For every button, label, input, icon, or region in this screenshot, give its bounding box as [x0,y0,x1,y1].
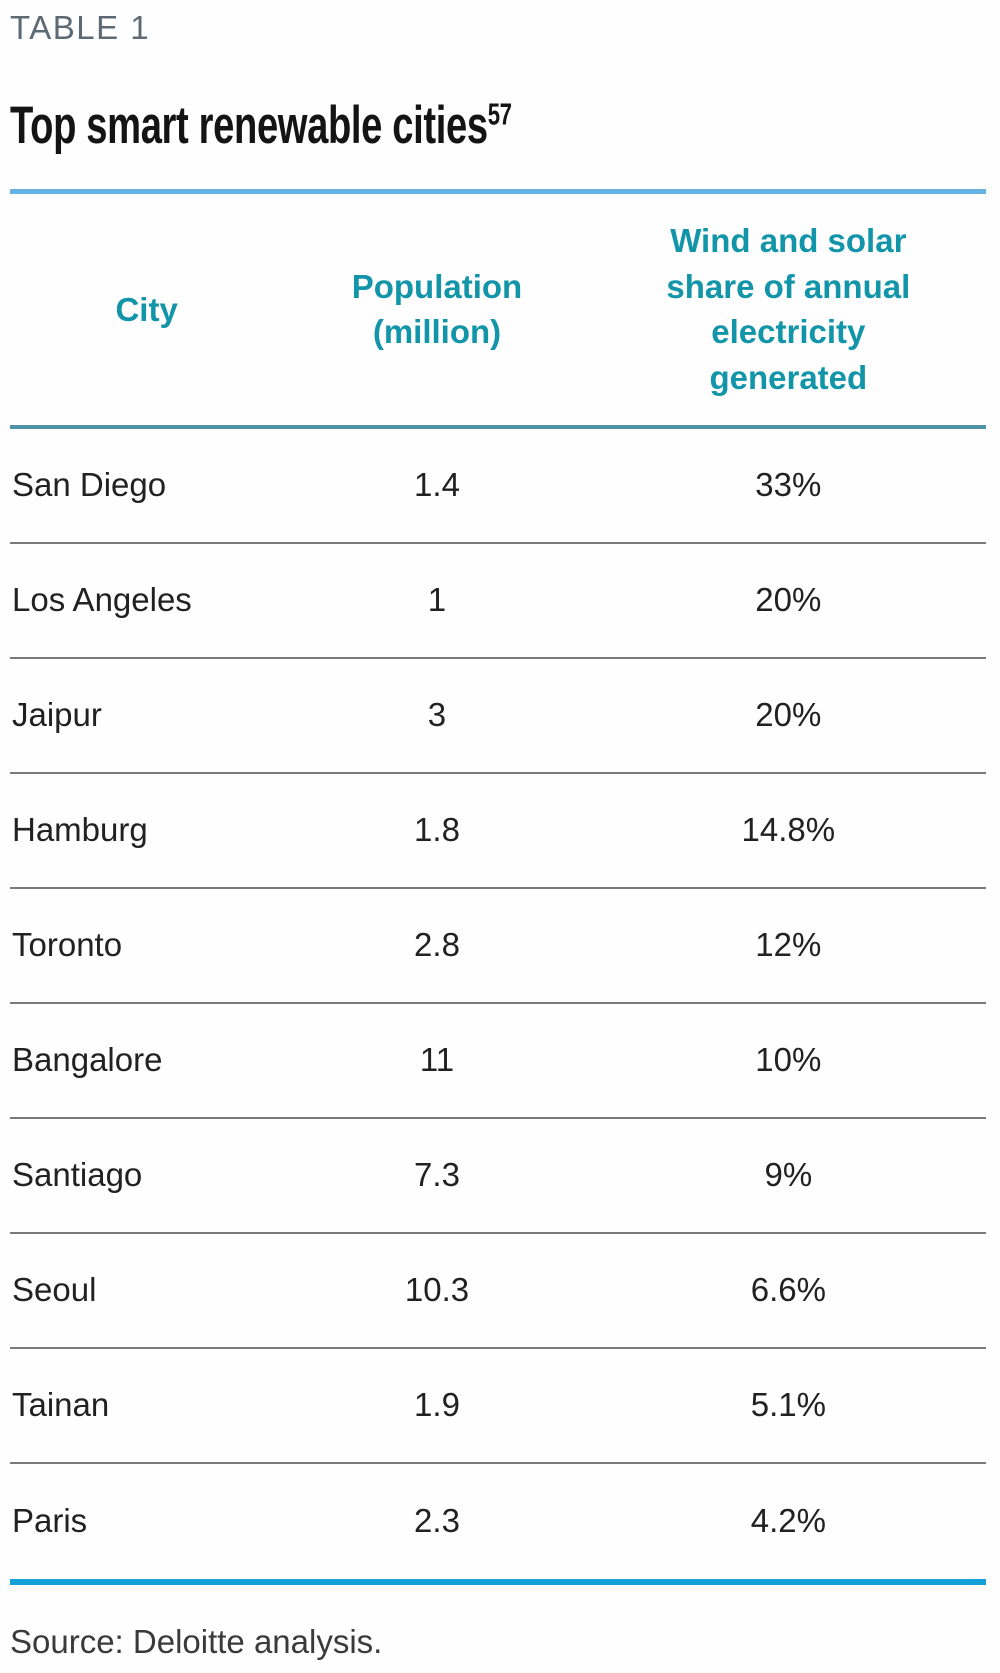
cell-share: 4.2% [750,1502,826,1540]
table-row: Tainan 1.9 5.1% [10,1349,986,1464]
cell-population: 1 [427,581,447,619]
cell-city: Hamburg [12,811,148,849]
cell-share: 12% [755,926,822,964]
cell-population: 1.8 [414,811,460,849]
table-title-text: Top smart renewable cities [10,96,488,156]
cell-city: Tainan [12,1386,110,1424]
cell-share: 14.8% [741,811,836,849]
cell-population: 1.9 [414,1386,460,1424]
table-row: Hamburg 1.8 14.8% [10,774,986,889]
header-rule [10,424,986,429]
table-row: Jaipur 3 20% [10,659,986,774]
cell-population: 10.3 [404,1271,470,1309]
table-row: Santiago 7.3 9% [10,1119,986,1234]
source-note: Source: Deloitte analysis. [10,1622,383,1660]
column-header-population: Population (million) [351,267,523,351]
cell-city: San Diego [12,466,167,504]
table-row: Los Angeles 1 20% [10,544,986,659]
top-rule [10,188,986,194]
table-row: Bangalore 11 10% [10,1004,986,1119]
cell-city: Santiago [12,1156,143,1194]
table-row: Paris 2.3 4.2% [10,1464,986,1579]
table-row: San Diego 1.4 33% [10,429,986,544]
table-row: Seoul 10.3 6.6% [10,1234,986,1349]
cell-city: Seoul [12,1271,97,1309]
cell-city: Jaipur [12,696,102,734]
cell-population: 2.8 [414,926,460,964]
cell-share: 5.1% [750,1386,826,1424]
cell-share: 6.6% [750,1271,826,1309]
cell-population: 11 [419,1041,455,1079]
cell-city: Los Angeles [12,581,192,619]
cell-share: 20% [755,581,822,619]
cell-city: Bangalore [12,1041,163,1079]
table-label: TABLE 1 [10,9,151,46]
cell-city: Toronto [12,926,123,964]
bottom-rule [10,1578,986,1585]
column-header-city: City [115,290,178,328]
cell-share: 33% [755,466,822,504]
table-title-footnote-marker: 57 [487,96,512,132]
cell-population: 1.4 [414,466,460,504]
column-header-wind-solar-share: Wind and solar share of annual electrici… [666,222,911,396]
cell-population: 2.3 [414,1502,460,1540]
cell-population: 7.3 [414,1156,460,1194]
cell-share: 9% [764,1156,813,1194]
cell-share: 20% [755,696,822,734]
cell-share: 10% [755,1041,822,1079]
table-body: San Diego 1.4 33% Los Angeles 1 20% Jaip… [10,429,986,1579]
table-title: Top smart renewable cities57 [10,94,986,159]
cell-population: 3 [427,696,447,734]
table-header-row: City Population (million) Wind and solar… [10,194,986,425]
cell-city: Paris [12,1502,88,1540]
table-row: Toronto 2.8 12% [10,889,986,1004]
